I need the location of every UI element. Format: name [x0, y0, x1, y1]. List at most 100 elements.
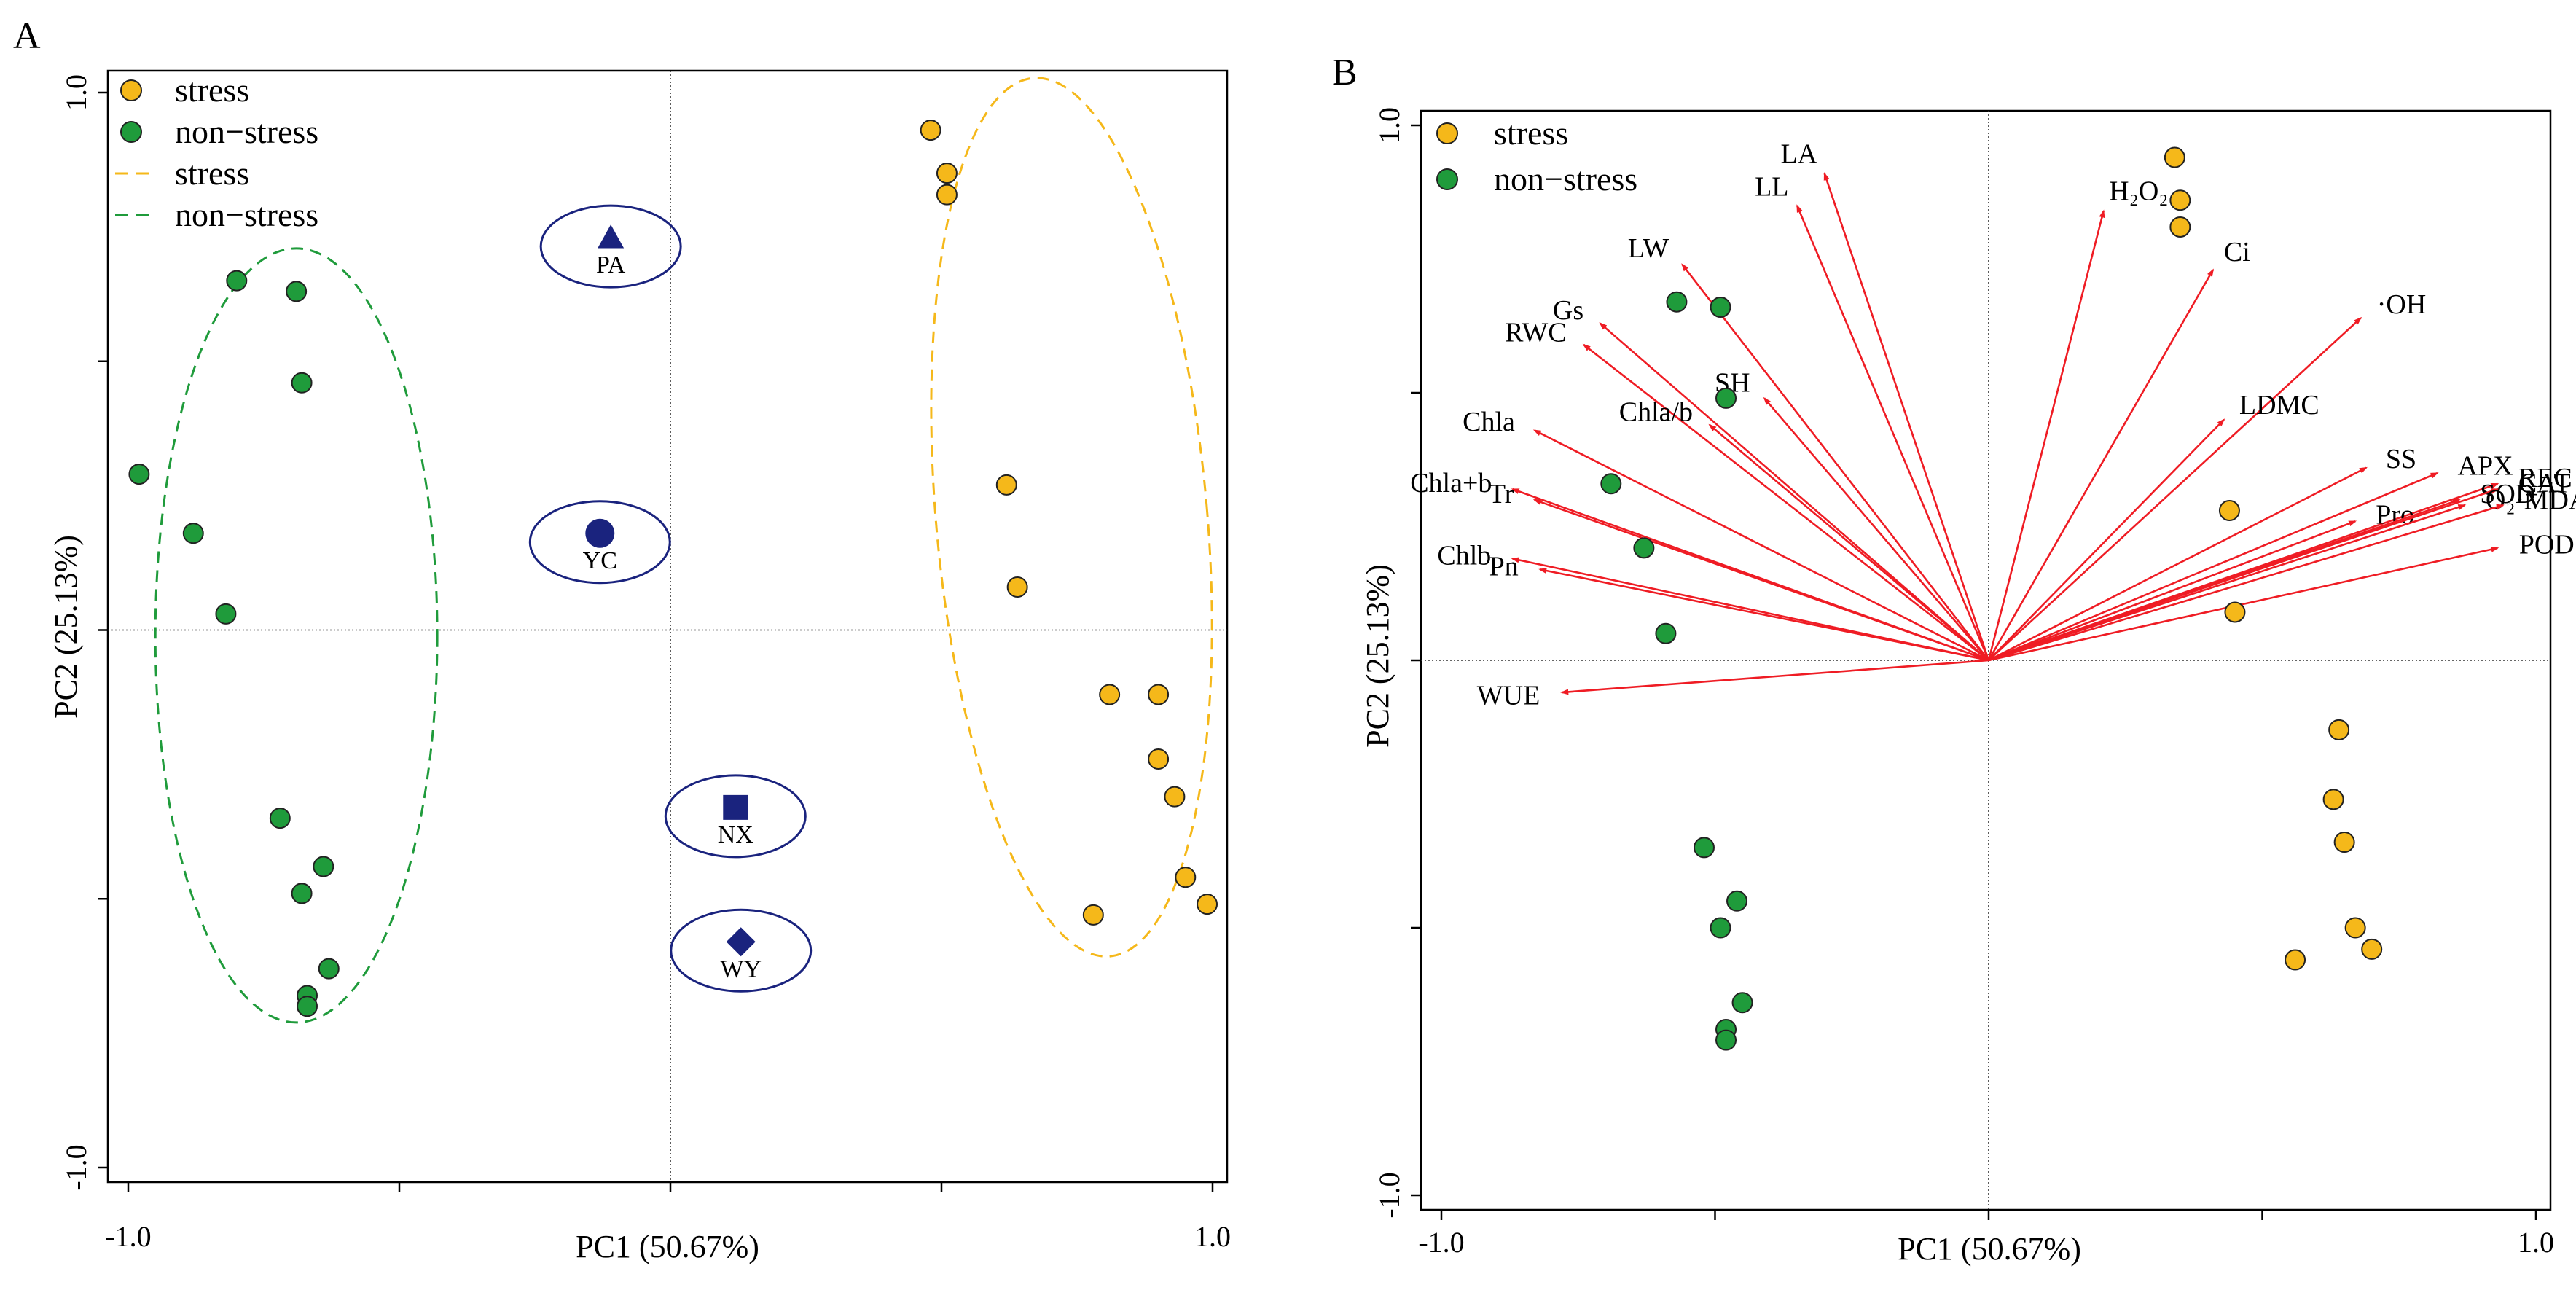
panel-b-point-stress-4 [2224, 601, 2246, 623]
panel-b-loading-arrow-1 [1796, 204, 1990, 661]
panel-a-legend-label-2: stress [175, 155, 249, 192]
panel-b-point-stress-7 [2333, 832, 2355, 853]
panel-a-point-non-stress-3 [128, 464, 150, 485]
panel-b-loading-label-7: Chla [1463, 407, 1515, 437]
panel-a-cultivar-nx-ring [664, 774, 807, 859]
panel-a-x-tick-label-min: -1.0 [105, 1220, 151, 1253]
panel-b-point-non-stress-0 [1666, 291, 1688, 313]
panel-b-loading-label-21: SOD [2480, 479, 2535, 509]
panel-a-point-stress-1 [936, 163, 958, 184]
panel-b-loading-arrow-17 [1988, 466, 2368, 662]
panel-a-point-stress-7 [1148, 748, 1170, 770]
panel-b-point-non-stress-2 [1715, 387, 1737, 409]
panel-b-point-non-stress-6 [1693, 837, 1715, 859]
panel-b-y-tick-label-min: -1.0 [1373, 1172, 1406, 1218]
panel-a-cultivar-nx-label: NX [718, 821, 753, 848]
panel-a-frame [106, 69, 1229, 1184]
panel-a-point-non-stress-7 [313, 856, 334, 877]
panel-a-point-stress-5 [1099, 684, 1121, 705]
panel-a-point-non-stress-1 [286, 281, 308, 302]
panel-b-loading-arrow-4 [1582, 343, 1989, 662]
panel-label-a: A [13, 15, 41, 57]
panel-b-legend-label-1: non−stress [1494, 160, 1637, 198]
panel-b-loading-arrow-11 [1538, 568, 1989, 662]
panel-b-loading-label-24: MDA [2524, 485, 2576, 515]
panel-b-loading-label-12: WUE [1477, 680, 1540, 711]
panel-b-point-stress-0 [2164, 146, 2185, 168]
panel-b-point-stress-2 [2169, 216, 2191, 238]
panel-a-cultivar-yc-ring [528, 500, 671, 585]
panel-b-loading-arrow-12 [1560, 659, 1989, 695]
panel-b-point-non-stress-8 [1710, 917, 1731, 939]
panel-b-legend-marker-0 [1436, 122, 1458, 144]
panel-b-loading-label-0: LA [1780, 139, 1817, 170]
panel-a-point-stress-2 [936, 184, 958, 206]
panel-a-cultivar-pa-marker [598, 224, 625, 249]
panel-a-ellipse-non-stress [154, 247, 439, 1024]
panel-b-loading-arrow-6 [1708, 423, 1989, 661]
panel-a-ellipse-stress [930, 77, 1213, 958]
panel-b-x-tick-label-max: 1.0 [2518, 1226, 2554, 1259]
panel-b-loading-arrow-9 [1532, 499, 1989, 662]
panel-a-plot: -1.0 1.0 1.0 -1.0 PC1 (50.67%) PC2 (25.13%) PA… [48, 69, 1231, 1264]
panel-b-x-axis-title: PC1 (50.67%) [1898, 1231, 2081, 1267]
panel-b-point-non-stress-3 [1600, 473, 1622, 495]
panel-a-point-stress-6 [1148, 684, 1170, 705]
panel-a-point-stress-9 [1175, 867, 1197, 888]
panel-b-point-stress-6 [2322, 789, 2344, 810]
panel-b-point-non-stress-9 [1731, 992, 1753, 1014]
panel-a-legend-label-3: non−stress [175, 196, 318, 233]
panel-a-cultivar-pa-label: PA [596, 251, 626, 278]
panel-b-point-non-stress-4 [1633, 537, 1655, 559]
panel-a-x-axis-title: PC1 (50.67%) [576, 1229, 759, 1264]
panel-b-loading-label-15: ·OH [2377, 289, 2427, 320]
panel-b-point-stress-10 [2285, 949, 2306, 971]
panel-a-y-tick-label-max: 1.0 [60, 74, 93, 111]
panel-b-loading-label-17: SS [2386, 444, 2416, 474]
panel-b-point-stress-8 [2344, 917, 2366, 939]
panel-a-point-stress-8 [1164, 786, 1186, 808]
panel-a-point-stress-3 [995, 474, 1017, 496]
panel-b-x-tick-label-min: -1.0 [1418, 1226, 1464, 1259]
panel-b-point-non-stress-11 [1715, 1029, 1737, 1051]
panel-b-loading-arrow-24 [1988, 504, 2505, 662]
panel-a-point-non-stress-4 [182, 523, 204, 544]
panel-a-legend-marker-1 [120, 121, 142, 143]
panel-b-loading-arrow-14 [1987, 268, 2215, 661]
panel-a-y-tick-label-min: -1.0 [60, 1144, 93, 1190]
panel-b-loading-arrow-7 [1532, 429, 1989, 662]
panel-a-cultivar-nx-marker [723, 794, 748, 820]
panel-a-point-non-stress-9 [318, 958, 340, 980]
panel-a-point-non-stress-2 [291, 372, 313, 394]
panel-a-legend-label-0: stress [175, 71, 249, 109]
panel-b-point-stress-9 [2361, 938, 2383, 960]
panel-b-loading-arrow-18 [1988, 472, 2439, 662]
panel-b-loading-label-3: Gs [1553, 295, 1583, 326]
panel-b-point-non-stress-7 [1726, 890, 1748, 912]
panel-a-point-stress-4 [1006, 576, 1028, 598]
panel-b-point-non-stress-1 [1710, 297, 1731, 318]
panel-label-b: B [1332, 52, 1358, 93]
panel-b-loading-arrow-16 [1988, 418, 2225, 661]
panel-b-plot: -1.0 1.0 1.0 -1.0 PC1 (50.67%) PC2 (25.13%) LA… [1360, 107, 2576, 1267]
panel-b-point-stress-1 [2169, 189, 2191, 211]
panel-b-loading-label-8: Chla+b [1410, 468, 1492, 499]
panel-b-point-stress-3 [2218, 499, 2240, 521]
panel-b-loading-label-25: POD [2519, 529, 2575, 560]
panel-b-loading-arrow-13 [1987, 209, 2105, 661]
panel-b-loading-arrow-15 [1988, 316, 2362, 661]
panel-a-point-non-stress-6 [269, 808, 291, 829]
panel-b-loading-label-22: CAT [2518, 469, 2571, 499]
panel-a-cultivar-yc-label: YC [583, 547, 617, 574]
panel-b-loading-arrow-5 [1763, 396, 1989, 661]
panel-b-loading-label-1: LL [1755, 171, 1788, 202]
panel-b-loading-arrow-23 [1988, 504, 2467, 662]
panel-b-loading-label-13: H₂O₂ [2109, 176, 2168, 206]
panel-b-y-tick-label-max: 1.0 [1373, 107, 1406, 144]
panel-a-legend-marker-0 [120, 79, 142, 101]
panel-b-legend-label-0: stress [1494, 114, 1568, 152]
panel-b-loading-label-9: Tr [1489, 479, 1514, 509]
panel-b-y-axis-title: PC2 (25.13%) [1360, 564, 1395, 748]
